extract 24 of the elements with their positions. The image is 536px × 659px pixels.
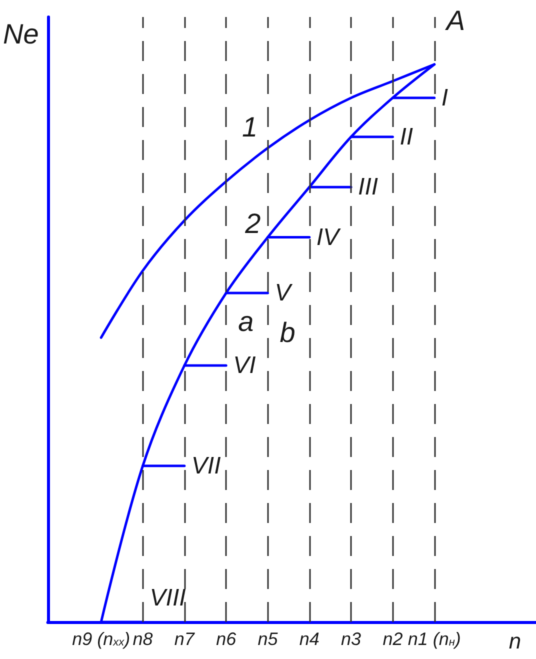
series-label: IV: [316, 224, 342, 251]
annotation: a: [238, 306, 254, 337]
x-tick-label: n3: [341, 629, 362, 649]
x-tick-label: n4: [299, 629, 320, 649]
annotation: b: [280, 317, 296, 348]
x-tick-label: n5: [258, 629, 279, 649]
series-label: I: [441, 84, 448, 112]
annotation: A: [444, 4, 466, 36]
x-axis-title: n: [508, 628, 522, 654]
series-label: VII: [191, 452, 222, 480]
x-tick-label: n8: [132, 629, 153, 649]
series-label: 2: [244, 208, 262, 239]
x-tick-label: n7: [174, 629, 196, 649]
series-label: V: [274, 280, 293, 307]
series-label: 1: [242, 112, 258, 143]
x-tick-label: n9 (nхх): [72, 629, 130, 649]
series-label: VI: [233, 352, 256, 379]
x-tick-label: n1 (nн): [408, 629, 461, 649]
series-label: II: [400, 123, 414, 150]
x-tick-label: n2: [382, 629, 403, 649]
series-label: III: [358, 174, 378, 201]
series-label: VIII: [150, 584, 186, 612]
y-axis-title: Ne: [2, 18, 39, 50]
x-tick-label: n6: [216, 629, 238, 649]
